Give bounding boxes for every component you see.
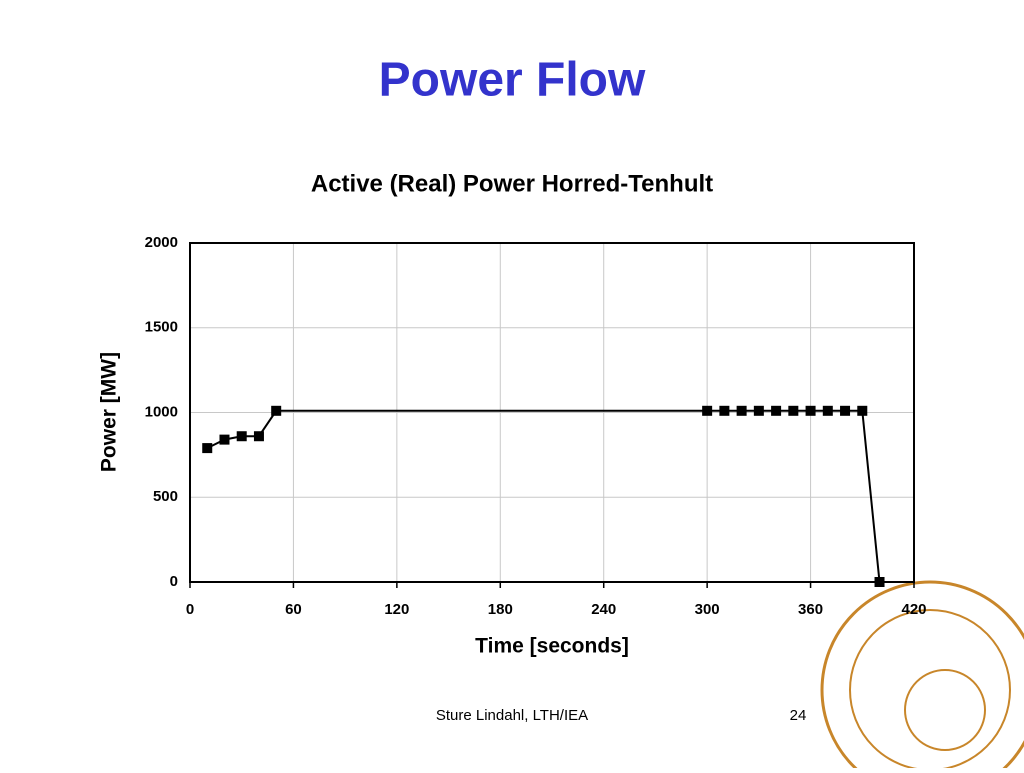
x-tick-label: 0 — [186, 601, 194, 618]
x-tick-label: 240 — [591, 601, 616, 618]
data-point — [805, 405, 816, 416]
data-point — [719, 405, 730, 416]
y-tick-label: 500 — [153, 488, 178, 505]
data-point — [753, 405, 764, 416]
data-point — [702, 405, 713, 416]
x-tick-label: 60 — [285, 601, 302, 618]
x-axis-label: Time [seconds] — [475, 635, 629, 658]
seal-ring — [849, 609, 1011, 771]
data-point — [840, 405, 851, 416]
x-tick-label: 420 — [901, 601, 926, 618]
page-number: 24 — [790, 707, 807, 724]
data-point — [874, 577, 885, 587]
y-tick-label: 0 — [170, 573, 178, 590]
data-point — [771, 405, 782, 416]
y-tick-label: 1500 — [145, 319, 178, 336]
data-line — [206, 409, 881, 583]
slide-title: Power Flow — [379, 54, 646, 107]
chart-title: Active (Real) Power Horred-Tenhult — [311, 170, 713, 197]
plot: 0 500 1000 1500 2000 0 60 120 180 240 300 360 420 — [145, 234, 927, 618]
data-point — [788, 405, 799, 416]
x-tick-label: 180 — [488, 601, 513, 618]
footer: Sture Lindahl, LTH/IEA — [436, 707, 588, 724]
data-point — [271, 405, 282, 416]
plot-border — [189, 242, 915, 583]
data-point — [822, 405, 833, 416]
data-point — [736, 405, 747, 416]
data-point — [857, 405, 868, 416]
seal-ring — [820, 580, 1024, 773]
data-point — [236, 431, 247, 442]
y-axis-label: Power [MW] — [98, 352, 121, 472]
data-point — [219, 434, 230, 445]
x-tick-label: 300 — [695, 601, 720, 618]
x-tick-label: 360 — [798, 601, 823, 618]
y-tick-label: 1000 — [145, 403, 178, 420]
y-tick-label: 2000 — [145, 234, 178, 251]
seal-emblem — [904, 669, 986, 751]
data-point — [253, 431, 264, 442]
data-point — [202, 443, 213, 454]
x-tick-label: 120 — [384, 601, 409, 618]
